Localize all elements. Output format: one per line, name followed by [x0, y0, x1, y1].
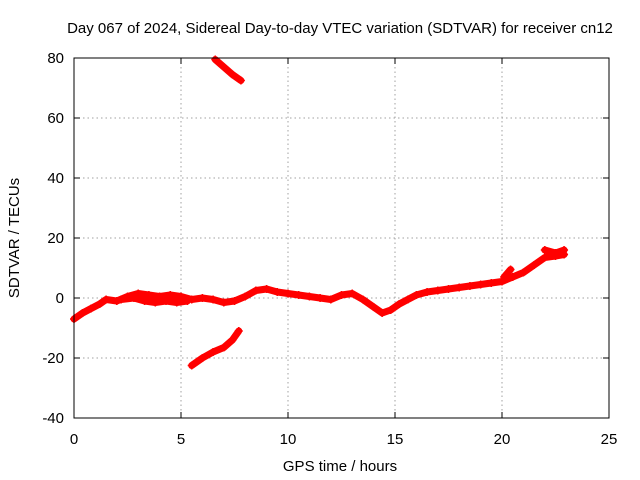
data-point	[403, 295, 412, 304]
data-point	[369, 303, 378, 311]
data-point	[187, 361, 196, 370]
y-axis-label: SDTVAR / TECUs	[6, 178, 23, 298]
data-point	[508, 273, 517, 281]
data-point	[129, 294, 138, 302]
data-point	[209, 348, 218, 356]
data-point	[540, 253, 549, 262]
data-point	[337, 291, 346, 299]
data-point	[228, 70, 237, 79]
data-point	[262, 285, 271, 293]
data-point	[234, 327, 243, 335]
data-point	[183, 297, 192, 305]
data-point	[395, 300, 404, 308]
data-point	[78, 309, 87, 317]
y-tick-label: 80	[47, 50, 64, 67]
data-point	[102, 295, 111, 304]
data-point	[326, 295, 335, 304]
x-tick-label: 15	[387, 431, 404, 448]
data-point	[487, 279, 496, 287]
series-band	[500, 266, 515, 281]
data-point	[151, 298, 160, 307]
data-point	[500, 273, 509, 281]
data-point	[551, 249, 560, 257]
x-tick-label: 0	[70, 431, 78, 448]
data-point	[209, 295, 218, 304]
data-point	[198, 294, 207, 302]
data-point	[273, 288, 282, 296]
y-tick-label: 0	[56, 290, 64, 307]
data-point	[305, 292, 314, 301]
data-point	[358, 295, 367, 304]
series-band	[211, 56, 245, 84]
series-main-band	[70, 250, 569, 323]
x-tick-label: 20	[494, 431, 511, 448]
grid-layer	[74, 58, 609, 418]
y-tick-label: 60	[47, 110, 64, 127]
data-point	[211, 55, 220, 64]
y-tick-label: 20	[47, 230, 64, 247]
data-point	[465, 282, 474, 290]
chart-title: Day 067 of 2024, Sidereal Day-to-day VTE…	[67, 20, 613, 37]
y-tick-label: 40	[47, 170, 64, 187]
tick-layer: 0 5 10 15 20 25 -40 -20 0 20 40 60 80	[42, 50, 617, 448]
data-point	[219, 343, 228, 352]
x-tick-label: 25	[601, 431, 618, 448]
series-upper-branch	[211, 55, 245, 85]
data-point	[560, 246, 569, 254]
series-branch-2	[500, 265, 515, 281]
data-point	[540, 246, 549, 254]
data-point	[241, 292, 250, 301]
data-point	[476, 280, 485, 289]
data-layer	[70, 55, 569, 370]
data-point	[530, 261, 539, 269]
data-point	[455, 283, 464, 292]
data-point	[117, 295, 126, 304]
data-point	[172, 298, 181, 307]
series-band	[188, 327, 243, 369]
data-point	[162, 297, 171, 305]
series-branch-1	[117, 294, 192, 307]
data-point	[236, 76, 245, 85]
data-point	[230, 297, 239, 305]
data-point	[519, 268, 528, 277]
data-point	[284, 289, 292, 298]
data-point	[140, 297, 149, 305]
data-point	[316, 294, 325, 302]
y-tick-label: -40	[42, 410, 64, 427]
series-lower-branch	[187, 327, 243, 370]
data-point	[378, 309, 387, 317]
data-point	[219, 63, 228, 71]
x-axis-label: GPS time / hours	[283, 458, 397, 475]
data-point	[144, 291, 153, 299]
data-point	[87, 304, 96, 313]
data-point	[386, 306, 395, 314]
data-point	[198, 354, 207, 362]
data-point	[348, 289, 357, 298]
y-tick-label: -20	[42, 350, 64, 367]
data-point	[228, 336, 237, 344]
series-branch-3	[540, 246, 569, 257]
data-point	[444, 285, 453, 293]
data-point	[166, 291, 175, 299]
data-point	[506, 265, 515, 274]
data-point	[423, 288, 432, 296]
x-tick-label: 10	[280, 431, 297, 448]
x-tick-label: 5	[177, 431, 185, 448]
data-point	[219, 298, 228, 307]
data-point	[95, 300, 104, 308]
data-point	[412, 291, 421, 299]
data-point	[294, 291, 303, 299]
data-point	[433, 286, 442, 295]
data-point	[251, 286, 260, 295]
